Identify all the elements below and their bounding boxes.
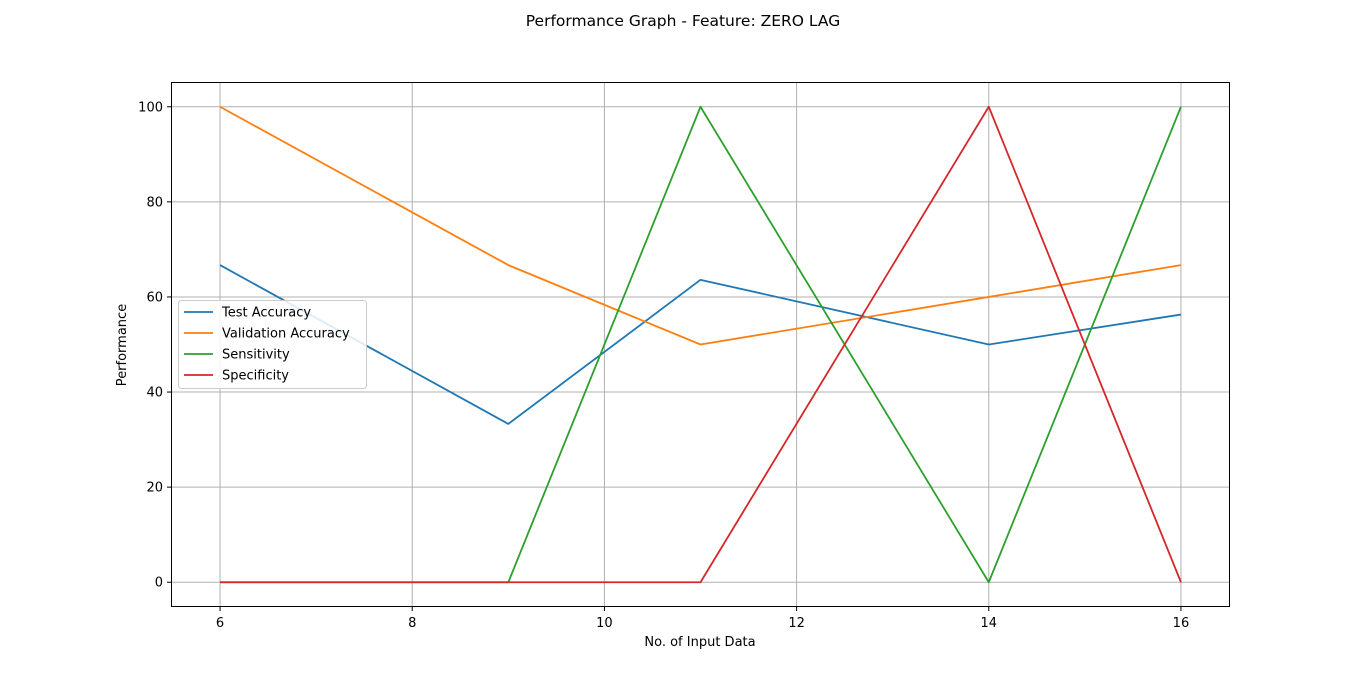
x-tick-label: 16 [1173, 616, 1190, 631]
x-tick-label: 6 [216, 616, 224, 631]
y-tick-label: 80 [146, 195, 163, 210]
legend-label: Validation Accuracy [222, 327, 350, 342]
series-lines [219, 105, 1182, 584]
x-tick-label: 14 [980, 616, 997, 631]
series-line-test-accuracy [219, 264, 1182, 425]
legend: Test Accuracy Validation Accuracy Sensitiv… [178, 300, 367, 389]
y-tick-label: 20 [146, 481, 163, 496]
series-line-validation-accuracy [219, 105, 1182, 346]
x-tick-label: 12 [788, 616, 805, 631]
y-tick-label: 0 [155, 576, 163, 591]
y-tick-label: 60 [146, 290, 163, 305]
y-tick-label: 40 [146, 386, 163, 401]
y-axis: 0 20 40 60 80 100 [138, 100, 172, 591]
series-line-specificity [220, 105, 1182, 584]
x-tick-label: 10 [596, 616, 613, 631]
plot-frame [171, 82, 1230, 607]
legend-label: Specificity [222, 369, 289, 384]
legend-label: Test Accuracy [221, 306, 311, 321]
x-axis: 6 8 10 12 14 16 [216, 606, 1189, 631]
y-tick-label: 100 [138, 100, 163, 115]
y-axis-label: Performance [115, 304, 130, 386]
x-tick-label: 8 [408, 616, 416, 631]
chart-title: Performance Graph - Feature: ZERO LAG [526, 12, 841, 30]
legend-label: Sensitivity [222, 348, 290, 363]
legend-box [178, 300, 367, 389]
x-axis-label: No. of Input Data [644, 635, 755, 650]
